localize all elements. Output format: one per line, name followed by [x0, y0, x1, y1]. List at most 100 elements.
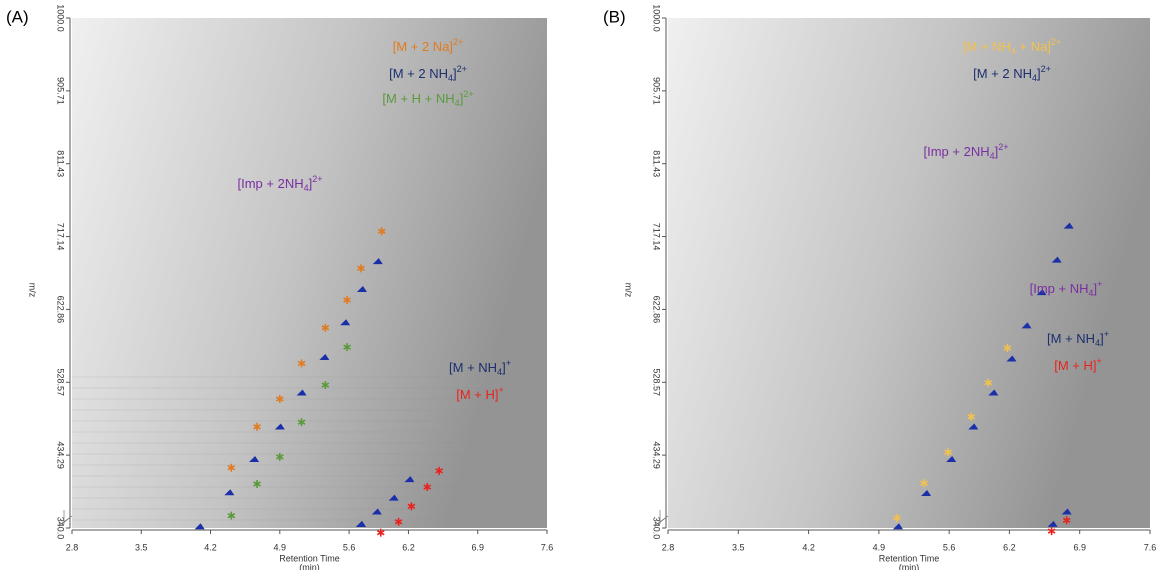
annotation: [M + NH4]+ — [449, 358, 511, 377]
annotation-text: [Imp + 2NH — [237, 176, 303, 191]
asterisk-marker — [1062, 516, 1071, 525]
x-tick-label: 4.9 — [873, 542, 886, 552]
peak-marker — [340, 319, 351, 326]
peak-marker — [1036, 289, 1047, 296]
annotation-text: ] — [460, 91, 464, 106]
x-tick-label: 4.9 — [274, 542, 287, 552]
peak-marker — [968, 423, 979, 430]
annotation-sub: 4 — [304, 183, 309, 193]
peak-marker — [355, 520, 366, 527]
asterisk-marker — [321, 323, 330, 332]
asterisk-marker — [984, 378, 993, 387]
x-tick-label: 4.2 — [802, 542, 815, 552]
annotation: [Imp + 2NH4]2+ — [923, 142, 1008, 161]
x-tick-label: 6.2 — [402, 542, 415, 552]
annotation: [M + H]+ — [456, 385, 504, 402]
annotation-sup: + — [1097, 356, 1102, 366]
annotation: [M + 2 NH4]2+ — [389, 64, 467, 83]
annotation-text: [Imp + NH — [1030, 281, 1089, 296]
annotation-text: ] — [1094, 281, 1098, 296]
annotation-sub: 4 — [448, 73, 453, 83]
asterisk-marker — [377, 227, 386, 236]
annotation: [M + NH4]+ — [1047, 329, 1109, 348]
annotation: [Imp + NH4]+ — [1030, 279, 1103, 298]
x-tick-label: 5.6 — [943, 542, 956, 552]
asterisk-marker — [227, 511, 236, 520]
asterisk-marker — [275, 452, 284, 461]
annotation-sub: 4 — [1088, 288, 1093, 298]
peak-marker — [1021, 322, 1032, 329]
y-tick-label: 434.29 — [56, 441, 66, 469]
annotation-text: ] — [1100, 331, 1104, 346]
y-tick-label: 811.43 — [56, 150, 66, 177]
asterisk-marker — [227, 463, 236, 472]
annotation: [M + 2 Na]2+ — [393, 37, 464, 54]
annotation-sub: 4 — [497, 367, 502, 377]
plot-area — [72, 18, 547, 528]
peak-marker — [1006, 355, 1017, 362]
annotation-sup: 2+ — [457, 64, 467, 74]
y-tick-label: 1000.0 — [56, 4, 66, 32]
x-tick-label: 5.6 — [343, 542, 356, 552]
annotation-sub: 4 — [1032, 73, 1037, 83]
asterisk-marker — [376, 528, 385, 537]
asterisk-marker — [297, 359, 306, 368]
annotation-text: ] — [453, 66, 457, 81]
asterisk-marker — [407, 502, 416, 511]
asterisk-marker — [321, 381, 330, 390]
asterisk-marker — [435, 466, 444, 475]
y-tick-label: 1000.0 — [652, 4, 662, 32]
asterisk-marker — [297, 418, 306, 427]
x-axis-label: Retention Time — [879, 553, 940, 563]
peak-marker — [946, 456, 957, 462]
annotation-sup: + — [499, 385, 504, 395]
annotation-sup: 2+ — [1051, 37, 1061, 47]
asterisk-marker — [920, 479, 928, 488]
x-tick-label: 2.8 — [66, 542, 79, 552]
plot-area — [668, 18, 1150, 528]
annotation-sup: 2+ — [998, 142, 1008, 152]
x-tick-label: 6.9 — [471, 542, 484, 552]
panel-label: (A) — [6, 7, 29, 26]
y-axis-label: m/z — [624, 283, 634, 298]
icon-lines — [653, 510, 669, 527]
y-tick-label: 717.14 — [56, 223, 66, 251]
y-tick-label: 340.0 — [56, 517, 66, 540]
asterisk-marker — [275, 394, 284, 403]
annotation-sup: + — [1104, 329, 1109, 339]
annotation-text: ] — [502, 360, 506, 375]
peak-marker — [356, 286, 367, 292]
asterisk-marker — [253, 479, 261, 488]
peak-marker — [1063, 222, 1074, 229]
annotation-sup: 2+ — [463, 89, 473, 99]
x-tick-label: 7.6 — [1144, 542, 1157, 552]
peak-marker — [224, 489, 235, 496]
peak-marker — [194, 523, 205, 530]
panel: (A) 2.8 3.5 4.2 4.9 5.6 6.2 6.9 7.6 340.0 434.29 52… — [6, 4, 553, 570]
asterisk-marker — [423, 483, 432, 492]
annotation: [M + NH4 + Na]2+ — [963, 37, 1061, 56]
x-tick-label: 3.5 — [732, 542, 745, 552]
annotation-sub: 4 — [990, 151, 995, 161]
y-tick-label: 622.86 — [56, 296, 66, 324]
y-tick-label: 905.71 — [56, 77, 66, 105]
peak-marker — [274, 423, 285, 430]
annotation-sub: 4 — [455, 98, 460, 108]
annotation-text: [M + NH — [1047, 331, 1095, 346]
peak-marker — [296, 389, 307, 396]
peak-marker — [892, 523, 903, 530]
annotation-text: [M + 2 NH — [973, 66, 1032, 81]
asterisk-marker — [1047, 527, 1056, 536]
peak-marker — [388, 494, 399, 501]
annotation-text: [M + H + NH — [382, 91, 454, 106]
asterisk-marker — [944, 448, 953, 457]
y-tick-label: 340.0 — [652, 517, 662, 540]
annotation-text: [Imp + 2NH — [923, 144, 989, 159]
annotation-sub: 4 — [1095, 338, 1100, 348]
asterisk-marker — [893, 513, 901, 522]
annotation: [M + 2 NH4]2+ — [973, 64, 1051, 83]
annotation-text: ] — [1037, 66, 1041, 81]
annotation-sup: + — [506, 358, 511, 368]
annotation-text: + Na] — [1016, 39, 1051, 54]
